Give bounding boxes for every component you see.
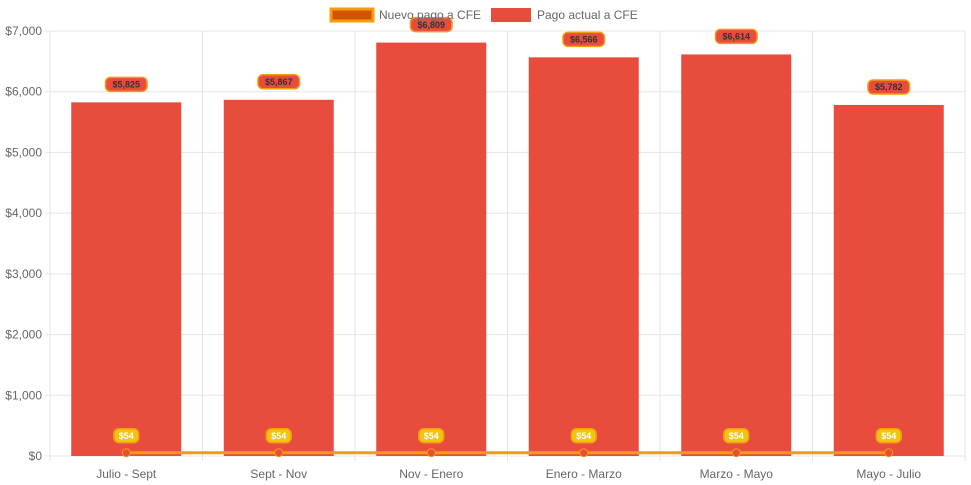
bar-data-label-bg <box>104 76 148 93</box>
y-tick-label: $7,000 <box>5 24 42 38</box>
line-data-label-bg <box>113 427 140 444</box>
axis-layer: $0 $1,000 $2,000 $3,000 $4,000 $5,000 $6,000 $7… <box>5 24 921 481</box>
y-tick-label: $2,000 <box>5 328 42 342</box>
bar-data-label: $6,566 <box>562 31 606 48</box>
bar-pago-actual[interactable] <box>376 42 487 456</box>
bar-data-label-text: $5,782 <box>875 82 903 92</box>
legend: Nuevo pago a CFE Pago actual a CFE <box>329 7 638 23</box>
line-data-label: $54 <box>418 427 445 444</box>
point-nuevo-pago[interactable] <box>274 448 284 458</box>
bar-data-label-bg <box>562 31 606 48</box>
bar-data-label: $5,825 <box>104 76 148 93</box>
line-data-label: $54 <box>113 427 140 444</box>
grid-layer <box>45 30 966 461</box>
point-nuevo-pago[interactable] <box>426 448 436 458</box>
legend-label-nuevo-pago[interactable]: Nuevo pago a CFE <box>379 8 481 22</box>
line-data-label-bg <box>723 427 750 444</box>
bar-pago-actual[interactable] <box>833 104 944 456</box>
bar-data-label-text: $6,566 <box>570 35 598 45</box>
line-data-label-bg <box>570 427 597 444</box>
bar-data-label-text: $6,809 <box>417 20 445 30</box>
bar-data-label: $5,782 <box>867 79 911 95</box>
bar-pago-actual[interactable] <box>528 57 639 456</box>
line-data-label-text: $54 <box>271 431 286 441</box>
bar-data-label-bg <box>714 28 758 45</box>
y-tick-label: $6,000 <box>5 85 42 99</box>
x-tick-label: Sept - Nov <box>250 467 307 481</box>
line-data-label: $54 <box>265 427 292 444</box>
bar-pago-actual[interactable] <box>71 102 182 456</box>
line-data-label-text: $54 <box>424 431 439 441</box>
y-tick-label: $4,000 <box>5 206 42 220</box>
point-nuevo-pago[interactable] <box>731 448 741 458</box>
y-tick-label: $5,000 <box>5 145 42 159</box>
x-tick-label: Julio - Sept <box>96 467 157 481</box>
data-labels-layer: $5,825 $5,867 $6,809 $6,566 $6,614 $5,782 $54 $… <box>104 16 911 444</box>
y-tick-label: $1,000 <box>5 388 42 402</box>
line-data-label-text: $54 <box>119 431 134 441</box>
bar-pago-actual[interactable] <box>681 54 792 456</box>
bar-data-label-bg <box>409 16 453 33</box>
line-data-label-text: $54 <box>729 431 744 441</box>
point-nuevo-pago[interactable] <box>579 448 589 458</box>
point-nuevo-pago[interactable] <box>121 448 131 458</box>
bar-data-label-text: $6,614 <box>722 32 750 42</box>
line-data-label: $54 <box>875 427 902 444</box>
legend-swatch-pago-actual[interactable] <box>491 8 531 22</box>
point-nuevo-pago[interactable] <box>884 448 894 458</box>
bar-data-label-text: $5,867 <box>265 77 293 87</box>
line-data-label: $54 <box>570 427 597 444</box>
line-data-label: $54 <box>723 427 750 444</box>
line-data-label-text: $54 <box>576 431 591 441</box>
line-layer <box>121 448 894 458</box>
line-data-label-text: $54 <box>881 431 896 441</box>
x-tick-label: Nov - Enero <box>399 467 463 481</box>
legend-swatch-nuevo-pago[interactable] <box>329 7 375 23</box>
x-tick-label: Mayo - Julio <box>856 467 921 481</box>
bars-layer <box>71 42 944 457</box>
x-tick-label: Enero - Marzo <box>546 467 622 481</box>
x-tick-label: Marzo - Mayo <box>700 467 774 481</box>
bar-data-label-text: $5,825 <box>112 80 140 90</box>
line-data-label-bg <box>418 427 445 444</box>
bar-data-label: $6,809 <box>409 16 453 33</box>
bar-data-label: $6,614 <box>714 28 758 45</box>
line-data-label-bg <box>265 427 292 444</box>
bar-data-label: $5,867 <box>257 74 301 90</box>
bar-data-label-bg <box>257 74 301 90</box>
y-tick-label: $3,000 <box>5 267 42 281</box>
line-data-label-bg <box>875 427 902 444</box>
bar-data-label-bg <box>867 79 911 95</box>
legend-label-pago-actual[interactable]: Pago actual a CFE <box>537 8 638 22</box>
bar-pago-actual[interactable] <box>223 99 334 457</box>
y-tick-label: $0 <box>29 449 43 463</box>
